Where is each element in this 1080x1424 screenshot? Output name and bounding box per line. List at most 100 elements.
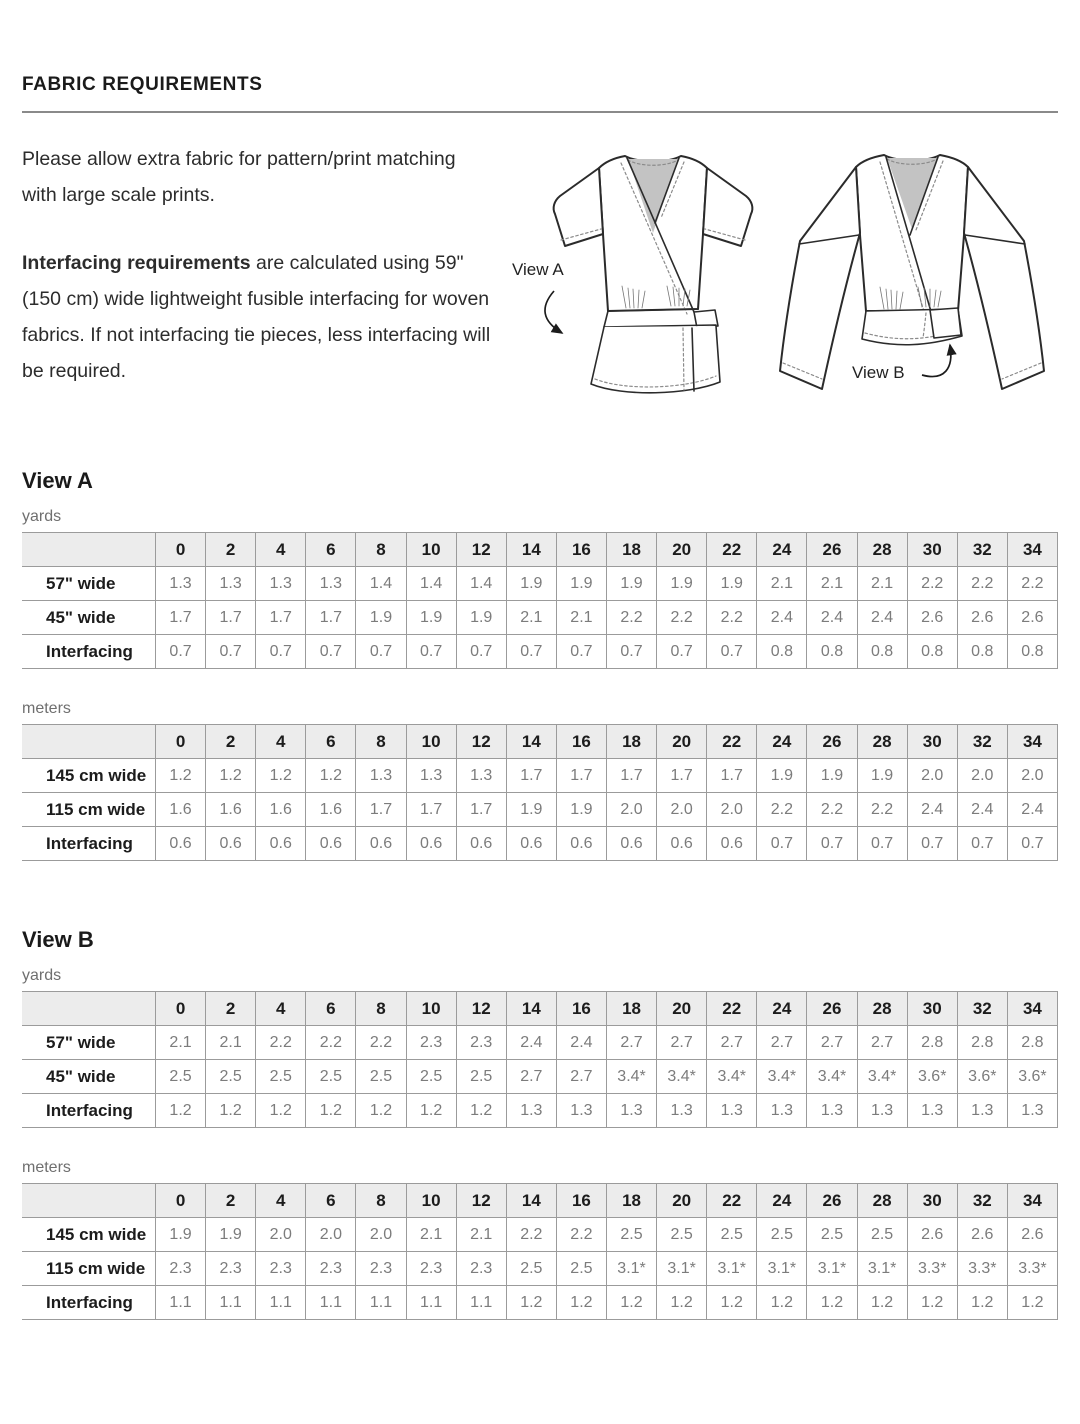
fabric-value-cell: 2.7 <box>856 1025 908 1060</box>
fabric-value-cell: 2.0 <box>355 1217 407 1252</box>
fabric-value-cell: 1.3 <box>806 1093 858 1128</box>
fabric-value-cell: 2.5 <box>205 1059 257 1094</box>
fabric-value-cell: 0.8 <box>756 634 808 669</box>
fabric-value-cell: 1.3 <box>1006 1093 1059 1128</box>
fabric-value-cell: 2.5 <box>555 1251 607 1286</box>
fabric-table-row: 115 cm wide 1.6 1.6 1.6 1.6 1.7 1.7 1.7 1.9 1.9 2.… <box>22 792 1059 827</box>
size-column-header: 4 <box>255 532 307 567</box>
corner-cell <box>22 991 156 1026</box>
fabric-value-cell: 2.6 <box>1006 1217 1059 1252</box>
fabric-value-cell: 1.3 <box>706 1093 758 1128</box>
fabric-value-cell: 2.7 <box>555 1059 607 1094</box>
size-column-header: 22 <box>706 991 758 1026</box>
fabric-value-cell: 2.5 <box>355 1059 407 1094</box>
fabric-value-cell: 0.7 <box>706 634 758 669</box>
fabric-value-cell: 2.4 <box>756 600 808 635</box>
fabric-value-cell: 3.1* <box>656 1251 708 1286</box>
size-column-header: 32 <box>956 532 1008 567</box>
fabric-table-row: Interfacing 1.1 1.1 1.1 1.1 1.1 1.1 1.1 1.2 1.2 1.… <box>22 1285 1059 1320</box>
fabric-value-cell: 3.4* <box>806 1059 858 1094</box>
fabric-value-cell: 1.9 <box>856 758 908 793</box>
fabric-value-cell: 1.3 <box>455 758 507 793</box>
view-b-illustration <box>779 154 1045 390</box>
corner-cell <box>22 532 156 567</box>
view-b-callout-label: View B <box>852 363 905 382</box>
fabric-value-cell: 0.8 <box>956 634 1008 669</box>
size-column-header: 26 <box>806 991 858 1026</box>
size-column-header: 34 <box>1006 1183 1059 1218</box>
fabric-value-cell: 2.0 <box>605 792 658 827</box>
fabric-value-cell: 1.1 <box>405 1285 457 1320</box>
fabric-value-cell: 2.1 <box>455 1217 507 1252</box>
fabric-value-cell: 1.2 <box>806 1285 858 1320</box>
fabric-value-cell: 1.3 <box>505 1093 557 1128</box>
fabric-value-cell: 0.8 <box>806 634 858 669</box>
fabric-value-cell: 0.7 <box>656 634 708 669</box>
fabric-value-cell: 1.1 <box>154 1285 207 1320</box>
fabric-value-cell: 1.9 <box>706 566 758 601</box>
fabric-table-row: 45" wide 1.7 1.7 1.7 1.7 1.9 1.9 1.9 2.1 2.1 2.2 2.… <box>22 600 1059 635</box>
view-a-illustration <box>552 155 754 394</box>
size-column-header: 6 <box>305 724 357 759</box>
page-title: FABRIC REQUIREMENTS <box>22 74 263 95</box>
row-label: Interfacing <box>22 1285 156 1320</box>
fabric-value-cell: 2.5 <box>255 1059 307 1094</box>
size-column-header: 12 <box>455 991 507 1026</box>
fabric-value-cell: 2.3 <box>205 1251 257 1286</box>
fabric-value-cell: 2.5 <box>405 1059 457 1094</box>
fabric-value-cell: 2.3 <box>455 1251 507 1286</box>
fabric-value-cell: 2.5 <box>305 1059 357 1094</box>
fabric-value-cell: 3.4* <box>856 1059 908 1094</box>
size-column-header: 28 <box>856 1183 908 1218</box>
fabric-value-cell: 2.7 <box>505 1059 557 1094</box>
size-header-row: 0 2 4 6 8 10 12 14 16 18 20 22 24 26 28 30 32 34 <box>22 991 1059 1026</box>
fabric-value-cell: 1.3 <box>205 566 257 601</box>
fabric-value-cell: 2.2 <box>605 600 658 635</box>
fabric-value-cell: 1.2 <box>305 1093 357 1128</box>
fabric-value-cell: 2.6 <box>956 600 1008 635</box>
fabric-value-cell: 1.3 <box>656 1093 708 1128</box>
size-column-header: 4 <box>255 991 307 1026</box>
size-column-header: 20 <box>656 724 708 759</box>
fabric-value-cell: 2.2 <box>1006 566 1059 601</box>
fabric-value-cell: 0.6 <box>255 826 307 861</box>
fabric-value-cell: 1.3 <box>154 566 207 601</box>
fabric-value-cell: 0.7 <box>405 634 457 669</box>
fabric-value-cell: 2.0 <box>706 792 758 827</box>
size-column-header: 6 <box>305 1183 357 1218</box>
fabric-value-cell: 1.2 <box>455 1093 507 1128</box>
fabric-value-cell: 0.7 <box>756 826 808 861</box>
fabric-table-row: Interfacing 1.2 1.2 1.2 1.2 1.2 1.2 1.2 1.3 1.3 1.… <box>22 1093 1059 1128</box>
fabric-value-cell: 2.4 <box>906 792 958 827</box>
fabric-value-cell: 2.7 <box>656 1025 708 1060</box>
fabric-value-cell: 2.5 <box>605 1217 658 1252</box>
fabric-value-cell: 1.6 <box>205 792 257 827</box>
fabric-value-cell: 3.1* <box>856 1251 908 1286</box>
row-label: Interfacing <box>22 826 156 861</box>
fabric-value-cell: 2.2 <box>956 566 1008 601</box>
size-column-header: 20 <box>656 1183 708 1218</box>
fabric-value-cell: 2.7 <box>605 1025 658 1060</box>
fabric-value-cell: 2.1 <box>405 1217 457 1252</box>
size-header-row: 0 2 4 6 8 10 12 14 16 18 20 22 24 26 28 30 32 34 <box>22 724 1059 759</box>
fabric-value-cell: 1.3 <box>956 1093 1008 1128</box>
fabric-value-cell: 2.0 <box>956 758 1008 793</box>
title-divider <box>22 111 1058 113</box>
size-column-header: 2 <box>205 1183 257 1218</box>
fabric-value-cell: 1.2 <box>555 1285 607 1320</box>
fabric-value-cell: 1.9 <box>756 758 808 793</box>
fabric-value-cell: 1.7 <box>605 758 658 793</box>
fabric-value-cell: 0.6 <box>405 826 457 861</box>
fabric-value-cell: 2.0 <box>656 792 708 827</box>
fabric-value-cell: 0.6 <box>205 826 257 861</box>
gather-lines-left <box>621 285 646 309</box>
gather-lines-right <box>666 285 691 307</box>
fabric-value-cell: 1.2 <box>255 758 307 793</box>
fabric-value-cell: 2.5 <box>656 1217 708 1252</box>
fabric-value-cell: 2.7 <box>806 1025 858 1060</box>
size-column-header: 14 <box>505 1183 557 1218</box>
size-column-header: 8 <box>355 532 407 567</box>
fabric-value-cell: 0.7 <box>856 826 908 861</box>
fabric-value-cell: 0.6 <box>605 826 658 861</box>
row-label: 115 cm wide <box>22 792 156 827</box>
